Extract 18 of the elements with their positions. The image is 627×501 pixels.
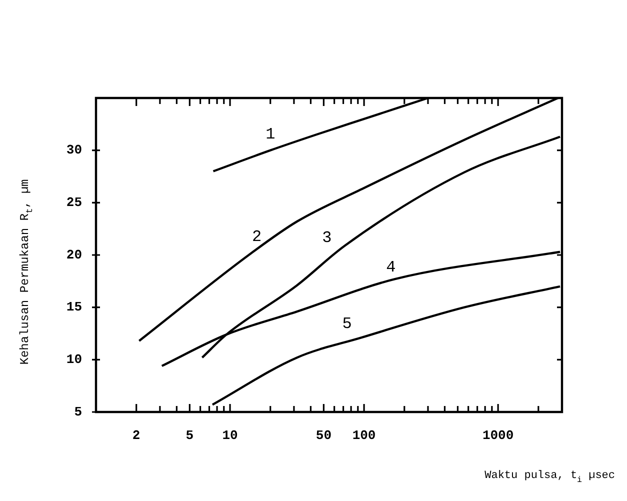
- x-tick-label: 1000: [482, 428, 514, 444]
- y-tick-label: 30: [66, 142, 82, 158]
- y-tick-label: 10: [66, 352, 82, 367]
- series-label: 5: [342, 314, 352, 333]
- series-label: 1: [266, 126, 276, 144]
- series-label: 3: [322, 228, 332, 247]
- y-tick-label: 20: [66, 247, 82, 262]
- series-label: 2: [252, 228, 262, 246]
- x-tick-label: 50: [316, 428, 332, 444]
- y-tick-label: 5: [74, 404, 82, 420]
- x-tick-label: 2: [132, 428, 140, 444]
- x-tick-label: 10: [222, 428, 238, 444]
- y-tick-label: 15: [66, 300, 82, 315]
- x-tick-label: 100: [352, 428, 376, 444]
- y-axis-title: Kehalusan Permukaan Rt, µm: [18, 179, 36, 365]
- series-label: 4: [386, 258, 396, 276]
- x-tick-label: 5: [186, 428, 194, 444]
- y-tick-label: 25: [66, 194, 82, 210]
